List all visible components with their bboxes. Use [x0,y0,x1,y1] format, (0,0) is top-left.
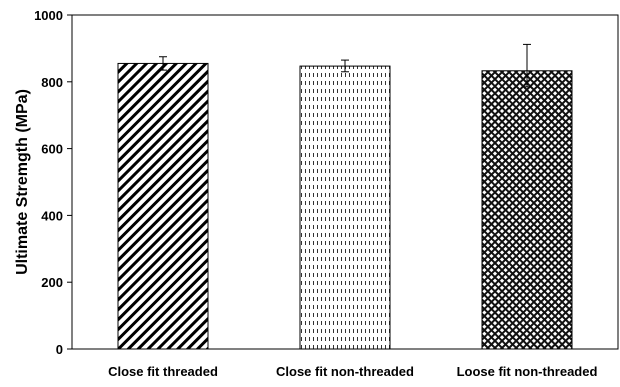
bar [299,65,391,350]
y-tick-label: 800 [41,75,63,90]
bar [117,62,209,350]
y-axis-title: Ultimate Stremgth (MPa) [14,89,31,275]
x-category-label: Close fit non-threaded [276,364,414,379]
y-tick-label: 1000 [34,8,63,23]
y-ticks: 0 200 400 600 800 1000 [34,8,72,357]
bar [481,70,573,350]
x-category-label: Loose fit non-threaded [457,364,598,379]
y-tick-label: 400 [41,208,63,223]
y-tick-label: 200 [41,275,63,290]
y-tick-label: 0 [56,342,63,357]
y-tick-label: 600 [41,142,63,157]
bars [117,62,573,350]
error-bars [159,43,531,88]
x-labels: Close fit threaded Close fit non-threaded… [108,364,597,379]
y-axis-title-group: Ultimate Stremgth (MPa) [14,89,31,275]
x-category-label: Close fit threaded [108,364,218,379]
